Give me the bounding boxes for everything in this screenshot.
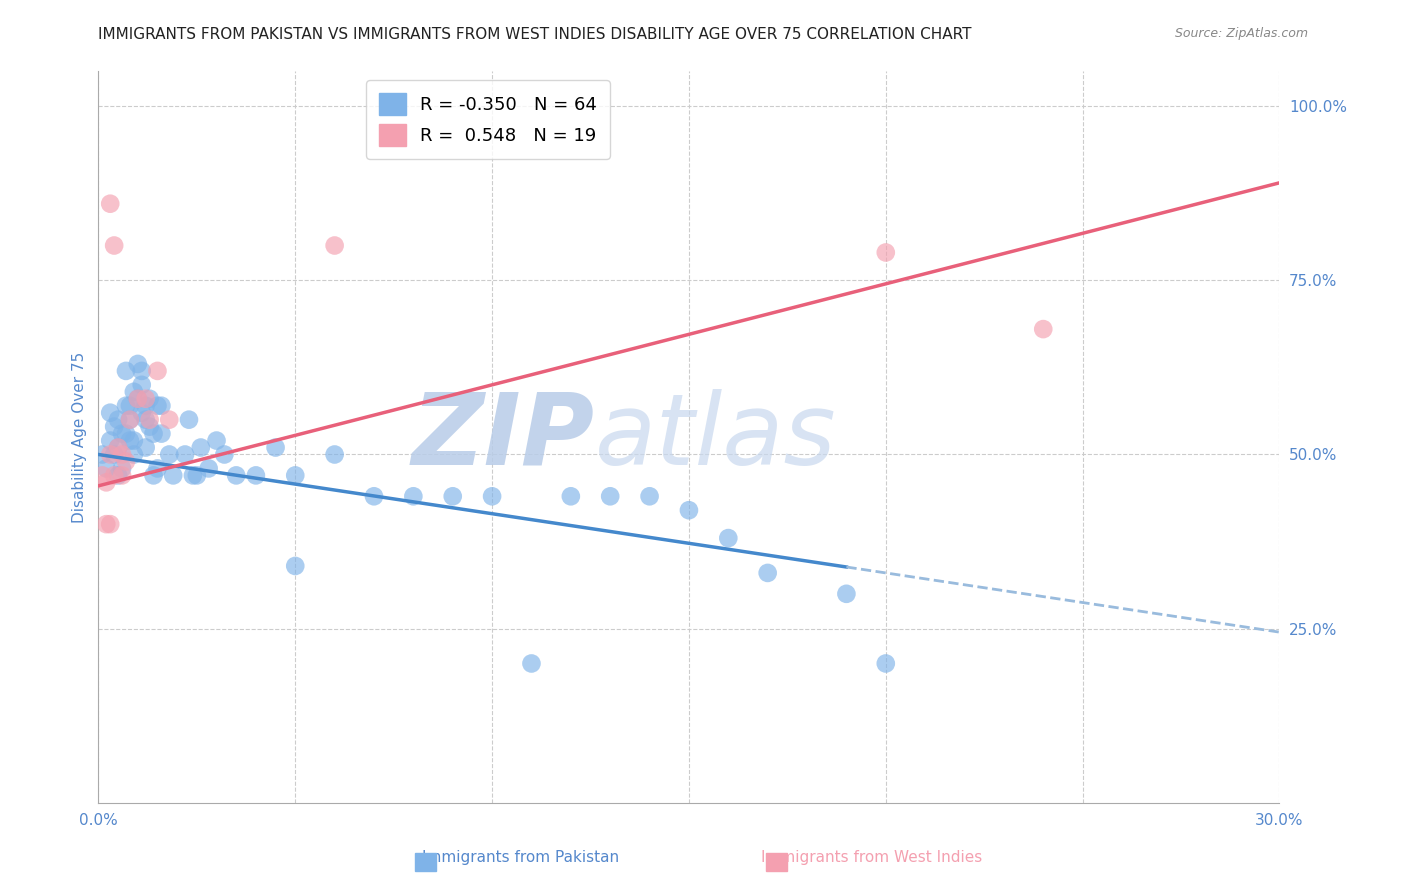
Point	[146, 364, 169, 378]
Point	[127, 357, 149, 371]
Text: IMMIGRANTS FROM PAKISTAN VS IMMIGRANTS FROM WEST INDIES DISABILITY AGE OVER 75 C: IMMIGRANTS FROM PAKISTAN VS IMMIGRANTS F…	[98, 27, 972, 42]
Point	[131, 406, 153, 420]
Point	[174, 448, 197, 462]
Point	[118, 412, 141, 426]
Point	[115, 454, 138, 468]
Point	[118, 399, 141, 413]
Point	[323, 448, 346, 462]
Point	[91, 468, 114, 483]
Point	[96, 517, 118, 532]
Point	[214, 448, 236, 462]
Text: ZIP: ZIP	[412, 389, 595, 485]
Point	[363, 489, 385, 503]
Point	[131, 364, 153, 378]
Point	[98, 448, 121, 462]
Point	[115, 364, 138, 378]
Point	[103, 448, 125, 462]
Point	[157, 448, 180, 462]
Point	[875, 657, 897, 671]
Point	[118, 412, 141, 426]
Text: Source: ZipAtlas.com: Source: ZipAtlas.com	[1174, 27, 1308, 40]
Point	[205, 434, 228, 448]
Point	[323, 238, 346, 252]
Point	[98, 517, 121, 532]
Point	[678, 503, 700, 517]
Point	[103, 238, 125, 252]
Point	[135, 392, 157, 406]
Point	[127, 392, 149, 406]
Point	[190, 441, 212, 455]
Point	[107, 441, 129, 455]
Point	[122, 384, 145, 399]
Point	[138, 392, 160, 406]
Point	[181, 468, 204, 483]
Point	[157, 412, 180, 426]
Point	[138, 412, 160, 426]
Point	[197, 461, 219, 475]
Point	[98, 196, 121, 211]
Point	[150, 399, 173, 413]
Point	[481, 489, 503, 503]
Point	[520, 657, 543, 671]
Point	[122, 448, 145, 462]
Point	[107, 412, 129, 426]
Y-axis label: Disability Age Over 75: Disability Age Over 75	[72, 351, 87, 523]
Text: Immigrants from Pakistan: Immigrants from Pakistan	[422, 850, 619, 865]
Point	[98, 434, 121, 448]
Point	[225, 468, 247, 483]
Point	[115, 426, 138, 441]
Point	[875, 245, 897, 260]
Point	[756, 566, 779, 580]
Point	[717, 531, 740, 545]
Point	[1032, 322, 1054, 336]
Point	[111, 448, 134, 462]
Point	[186, 468, 208, 483]
Point	[135, 412, 157, 426]
Point	[135, 441, 157, 455]
Point	[402, 489, 425, 503]
Point	[135, 399, 157, 413]
Point	[142, 468, 165, 483]
Point	[111, 426, 134, 441]
Point	[96, 461, 118, 475]
Point	[127, 392, 149, 406]
Point	[91, 448, 114, 462]
Point	[245, 468, 267, 483]
Point	[107, 468, 129, 483]
Point	[177, 412, 200, 426]
Point	[131, 377, 153, 392]
Point	[638, 489, 661, 503]
Point	[441, 489, 464, 503]
Legend: R = -0.350   N = 64, R =  0.548   N = 19: R = -0.350 N = 64, R = 0.548 N = 19	[367, 80, 610, 159]
Point	[162, 468, 184, 483]
Point	[107, 441, 129, 455]
Point	[150, 426, 173, 441]
Point	[111, 461, 134, 475]
Point	[560, 489, 582, 503]
Point	[284, 558, 307, 573]
Point	[599, 489, 621, 503]
Point	[98, 406, 121, 420]
Point	[146, 461, 169, 475]
Point	[96, 475, 118, 490]
Point	[118, 434, 141, 448]
Point	[111, 468, 134, 483]
Point	[103, 468, 125, 483]
Text: atlas: atlas	[595, 389, 837, 485]
Point	[115, 399, 138, 413]
Point	[142, 426, 165, 441]
Point	[122, 434, 145, 448]
Point	[138, 419, 160, 434]
Point	[284, 468, 307, 483]
Point	[264, 441, 287, 455]
Text: Immigrants from West Indies: Immigrants from West Indies	[761, 850, 983, 865]
Point	[103, 419, 125, 434]
Point	[835, 587, 858, 601]
Point	[146, 399, 169, 413]
